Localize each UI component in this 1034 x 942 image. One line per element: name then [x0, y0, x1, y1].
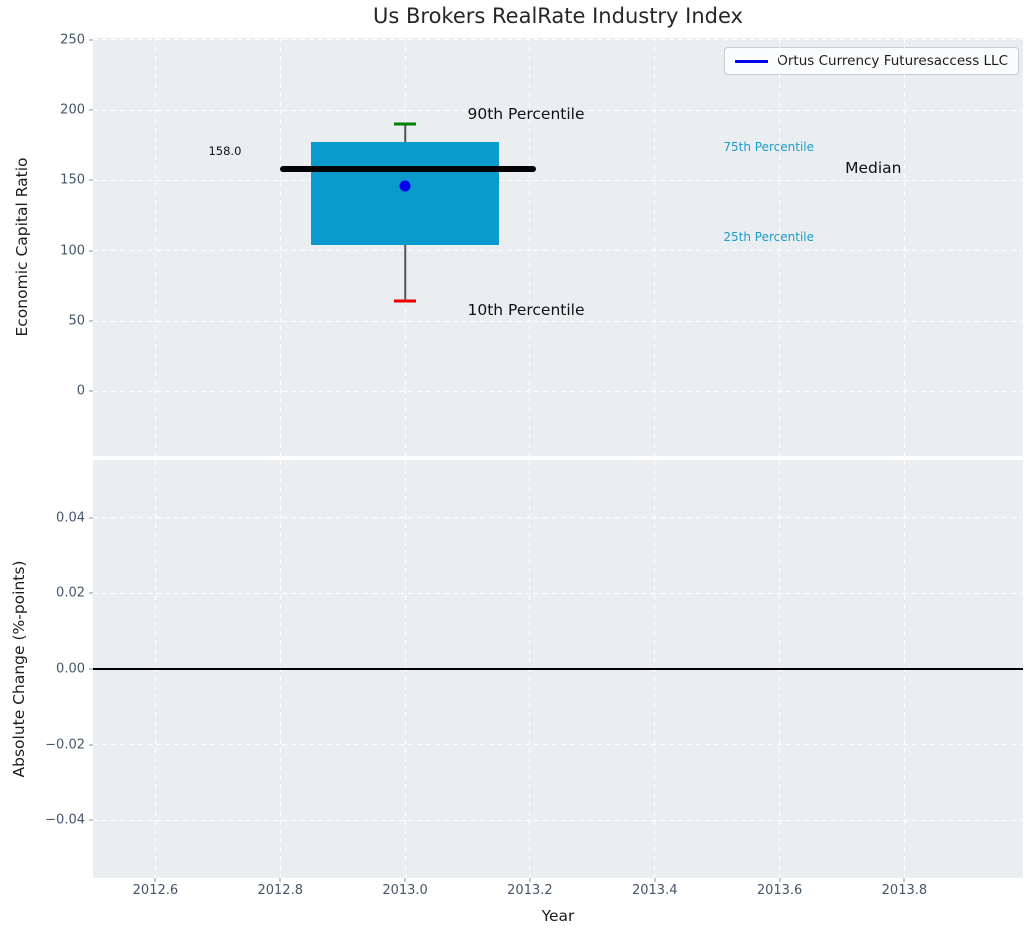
- y-tick-mark: [89, 592, 93, 594]
- gridline-vertical: [529, 38, 531, 456]
- chart-title: Us Brokers RealRate Industry Index: [373, 4, 743, 28]
- y-tick-mark: [89, 109, 93, 111]
- x-axis-label: Year: [541, 907, 575, 925]
- x-tick-mark: [154, 878, 156, 882]
- gridline-vertical: [903, 38, 905, 456]
- gridline-vertical: [279, 38, 281, 456]
- gridline-horizontal: [93, 517, 1023, 519]
- x-tick-label: 2013.6: [756, 883, 803, 898]
- y-tick-mark: [89, 668, 93, 670]
- y-tick-label: 150: [60, 172, 85, 188]
- y-tick-label: 250: [60, 32, 85, 48]
- y-tick-mark: [89, 390, 93, 392]
- x-tick-label: 2013.4: [631, 883, 678, 898]
- whisker-cap-90th: [394, 122, 417, 126]
- gridline-vertical: [154, 38, 156, 456]
- gridline-horizontal: [93, 179, 1023, 181]
- top-axes: Ortus Currency Futuresaccess LLC 250 200 1…: [60, 32, 1023, 456]
- bottom-axes: 2012.6 2012.8 2013.0 2013.2 2013.4 2013.6 2013…: [45, 460, 1023, 898]
- x-tick-mark: [529, 878, 531, 882]
- x-tick-mark: [654, 878, 656, 882]
- zero-line: [93, 668, 1023, 670]
- y-axis-label-top: Economic Capital Ratio: [13, 157, 31, 337]
- x-tick-label: 2013.8: [881, 883, 928, 898]
- y-tick-label: 100: [60, 243, 85, 259]
- x-tick-mark: [404, 878, 406, 882]
- annotation-10th-percentile: 10th Percentile: [467, 300, 585, 319]
- y-tick-label: 0.02: [56, 585, 85, 601]
- whisker-cap-10th: [394, 299, 417, 303]
- y-tick-mark: [89, 744, 93, 746]
- annotation-median-value: 158.0: [208, 143, 242, 158]
- y-tick-label: −0.02: [45, 737, 85, 753]
- y-tick-label: 0.04: [56, 510, 85, 526]
- y-tick-mark: [89, 320, 93, 322]
- gridline-horizontal: [93, 250, 1023, 252]
- y-axis-label-bottom: Absolute Change (%-points): [10, 560, 28, 778]
- x-tick-mark: [903, 878, 905, 882]
- y-tick-label: −0.04: [45, 812, 85, 828]
- gridline-horizontal: [93, 39, 1023, 41]
- gridline-horizontal: [93, 390, 1023, 392]
- gridline-vertical: [654, 38, 656, 456]
- annotation-75th-percentile: 75th Percentile: [723, 139, 814, 154]
- median-line: [280, 166, 537, 173]
- x-tick-label: 2012.6: [132, 883, 179, 898]
- y-tick-label: 50: [68, 313, 85, 329]
- gridline-horizontal: [93, 819, 1023, 821]
- gridline-vertical: [779, 38, 781, 456]
- legend-line-icon: [735, 59, 769, 63]
- gridline-horizontal: [93, 592, 1023, 594]
- y-tick-label: 0.00: [56, 661, 85, 677]
- annotation-90th-percentile: 90th Percentile: [467, 105, 585, 124]
- legend-label: Ortus Currency Futuresaccess LLC: [777, 53, 1008, 69]
- annotation-25th-percentile: 25th Percentile: [723, 229, 814, 244]
- iqr-box: [311, 142, 499, 246]
- legend: Ortus Currency Futuresaccess LLC: [724, 47, 1019, 75]
- y-tick-mark: [89, 179, 93, 181]
- gridline-horizontal: [93, 109, 1023, 111]
- x-tick-label: 2012.8: [257, 883, 303, 898]
- y-tick-mark: [89, 250, 93, 252]
- x-tick-mark: [779, 878, 781, 882]
- x-tick-label: 2013.0: [382, 883, 428, 898]
- annotation-median-label: Median: [845, 158, 902, 177]
- y-tick-mark: [89, 39, 93, 41]
- company-marker: [399, 180, 411, 192]
- x-tick-mark: [279, 878, 281, 882]
- y-tick-mark: [89, 819, 93, 821]
- gridline-horizontal: [93, 744, 1023, 746]
- gridline-horizontal: [93, 320, 1023, 322]
- x-tick-label: 2013.2: [507, 883, 553, 898]
- y-tick-label: 200: [60, 102, 85, 118]
- y-tick-label: 0: [76, 383, 85, 399]
- y-tick-mark: [89, 517, 93, 519]
